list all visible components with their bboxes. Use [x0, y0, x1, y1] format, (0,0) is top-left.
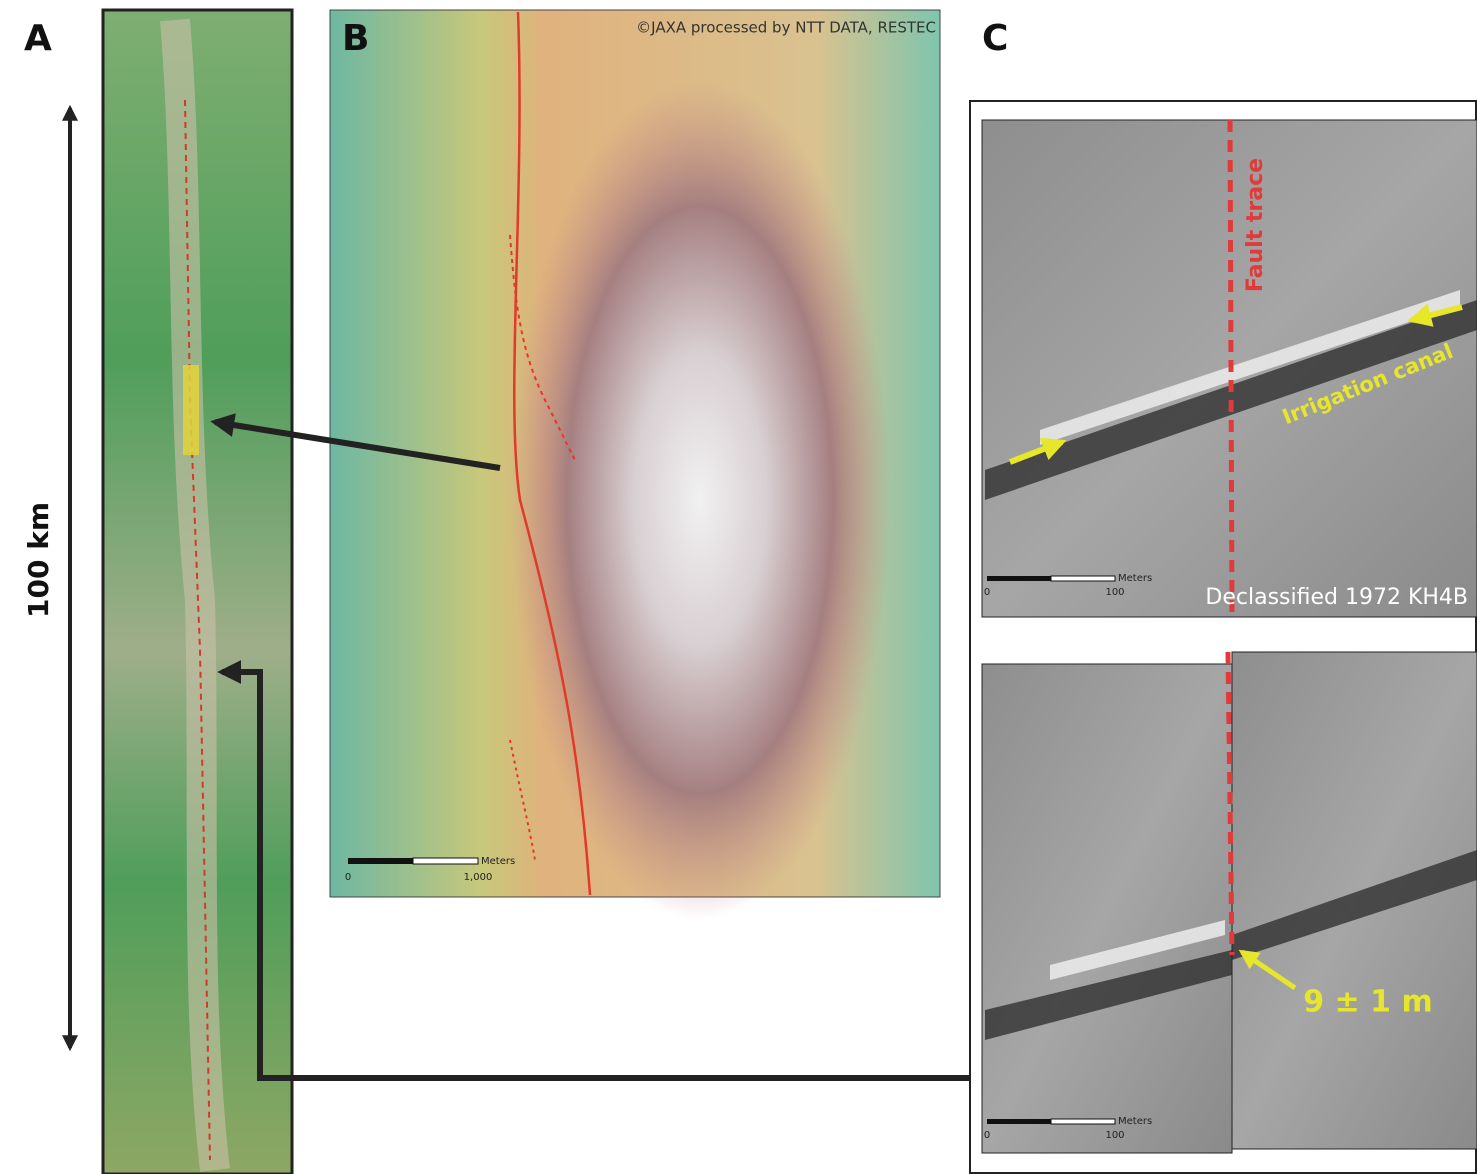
- image-top: Fault trace Irrigation canal Declassifie…: [982, 120, 1477, 617]
- image-bottom: 9 ± 1 m Meters 0 100: [982, 652, 1477, 1153]
- credit: ©JAXA processed by NTT DATA, RESTEC: [636, 19, 936, 37]
- panel-label: A: [24, 18, 52, 59]
- scale-unit: Meters: [1118, 1116, 1152, 1127]
- panel-label: C: [982, 18, 1008, 59]
- scale-end: 100: [1105, 1130, 1124, 1141]
- caption: Declassified 1972 KH4B: [1205, 585, 1468, 610]
- scale-end: 1,000: [464, 872, 493, 883]
- offset-label: 9 ± 1 m: [1303, 985, 1432, 1020]
- imagery: [982, 664, 1232, 1153]
- highlight: [183, 365, 199, 455]
- scale-bar: [348, 858, 413, 864]
- ridge: [510, 80, 890, 920]
- fault-label: Fault trace: [1243, 158, 1268, 292]
- scale-start: 0: [345, 872, 351, 883]
- panel-label: B: [342, 18, 369, 59]
- scale-bar: [987, 576, 1051, 581]
- scale-bar: [1051, 576, 1115, 581]
- scale-label: 100 km: [22, 502, 55, 618]
- figure: A 100 km B ©JAXA processed by NTT DATA, …: [0, 0, 1477, 1174]
- scale-start: 0: [984, 587, 990, 598]
- scale-unit: Meters: [481, 856, 515, 867]
- scale-end: 100: [1105, 587, 1124, 598]
- scale-bar: [987, 1119, 1051, 1124]
- scale-bar: [413, 858, 478, 864]
- scale-unit: Meters: [1118, 573, 1152, 584]
- scale-bar: [1051, 1119, 1115, 1124]
- scale-start: 0: [984, 1130, 990, 1141]
